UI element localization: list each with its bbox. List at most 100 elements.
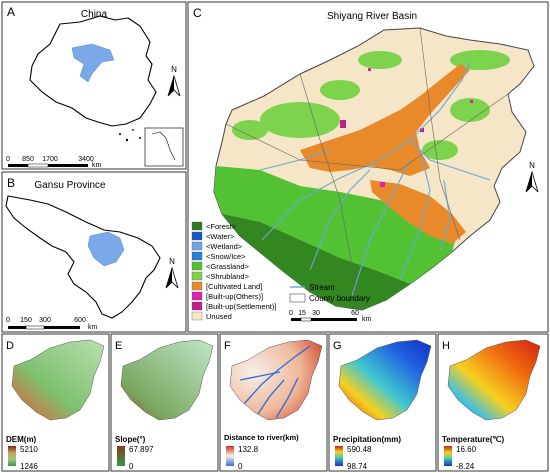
precipitation-map bbox=[338, 339, 432, 421]
svg-text:0: 0 bbox=[6, 156, 10, 163]
panel-f: F Distance to river(km) 132.8 0 bbox=[219, 333, 328, 472]
scalebar-a: 0 850 1700 3400 km bbox=[6, 156, 101, 169]
panel-a-letter: A bbox=[7, 5, 15, 19]
legend-label-1: <Water> bbox=[206, 232, 235, 241]
legend-label-0: <Forest> bbox=[206, 222, 237, 231]
panel-g-colorbar bbox=[335, 446, 343, 466]
legend-swatch-0 bbox=[191, 221, 203, 231]
legend-label-9: Unused bbox=[206, 312, 232, 321]
panel-d-letter: D bbox=[6, 340, 14, 352]
panel-c-letter: C bbox=[193, 6, 202, 20]
south-china-sea-inset bbox=[144, 127, 184, 167]
cultivated-land-south bbox=[370, 180, 466, 244]
panel-d-colorbar bbox=[8, 446, 16, 466]
legend-swatch-9 bbox=[191, 311, 203, 321]
panel-d-var-label: DEM(m) bbox=[6, 435, 37, 444]
panel-d-min: 1246 bbox=[20, 462, 38, 471]
panel-b-title: Gansu Province bbox=[34, 180, 106, 191]
shrubland-patches bbox=[232, 50, 510, 160]
legend-swatch-8 bbox=[191, 301, 203, 311]
legend-swatch-2 bbox=[191, 241, 203, 251]
panel-b-letter: B bbox=[7, 176, 15, 190]
legend-swatch-3 bbox=[191, 251, 203, 261]
island-dots bbox=[119, 129, 141, 142]
panel-c: C Shiyang River Basin bbox=[187, 1, 549, 333]
panel-h-var-label: Temperature(℃) bbox=[442, 435, 505, 444]
inset-coastline bbox=[151, 131, 176, 161]
panel-f-colorbar bbox=[226, 446, 234, 466]
dem-map bbox=[11, 339, 105, 421]
panel-f-max: 132.8 bbox=[238, 445, 259, 454]
panel-c-title: Shiyang River Basin bbox=[327, 11, 417, 22]
panel-h: H Temperature(℃) 16.60 -8.24 bbox=[437, 333, 549, 472]
panel-e: E Slope(°) 67.897 0 bbox=[110, 333, 219, 472]
north-label-b: N bbox=[169, 257, 175, 266]
north-label-a: N bbox=[171, 65, 177, 74]
legend-label-7: [Built-up(Others)] bbox=[206, 292, 263, 301]
panel-h-min: -8.24 bbox=[456, 462, 475, 471]
scalebar-c: 0 15 30 60 km bbox=[289, 310, 371, 323]
svg-text:1700: 1700 bbox=[42, 156, 58, 163]
panel-e-min: 0 bbox=[129, 462, 134, 471]
panel-h-max: 16.60 bbox=[456, 445, 477, 454]
distance-map bbox=[229, 339, 323, 421]
county-swatch bbox=[289, 293, 306, 303]
bottom-panels: D DEM(m) 5210 1246 E Slope(°) 67.897 0 F bbox=[1, 333, 549, 472]
panel-f-min: 0 bbox=[238, 462, 243, 471]
north-arrow-a: N bbox=[167, 65, 181, 97]
panel-g-max: 590.48 bbox=[347, 445, 372, 454]
panel-e-letter: E bbox=[115, 340, 122, 352]
legend-stream: Stream bbox=[290, 283, 335, 292]
svg-text:km: km bbox=[362, 316, 372, 323]
svg-text:850: 850 bbox=[22, 156, 34, 163]
panel-a-title: China bbox=[81, 9, 108, 20]
gansu-outline bbox=[5, 195, 161, 319]
legend-label-5: <Shrubland> bbox=[206, 272, 250, 281]
legend-label-3: <Snow/Ice> bbox=[206, 252, 246, 261]
stream-label: Stream bbox=[309, 283, 335, 292]
svg-text:km: km bbox=[88, 324, 98, 331]
legend: <Forest><Water><Wetland><Snow/Ice><Grass… bbox=[191, 221, 276, 321]
county-label: County boundary bbox=[309, 294, 370, 303]
svg-text:0: 0 bbox=[6, 317, 10, 324]
legend-label-6: [Cultivated Land] bbox=[206, 282, 262, 291]
svg-text:150: 150 bbox=[20, 317, 32, 324]
panel-g-letter: G bbox=[333, 340, 342, 352]
slope-map bbox=[120, 339, 214, 421]
north-arrow-b: N bbox=[165, 257, 179, 289]
panel-a: A China N 0 850 1700 3400 km bbox=[1, 1, 187, 170]
north-arrow-c: N bbox=[525, 161, 539, 193]
panel-b: B Gansu Province N 0 150 300 600 km bbox=[1, 171, 187, 333]
panel-e-var-label: Slope(°) bbox=[115, 435, 146, 444]
svg-text:30: 30 bbox=[312, 310, 320, 317]
legend-county: County boundary bbox=[289, 293, 370, 303]
built-up-spots bbox=[340, 68, 473, 187]
cultivated-land bbox=[300, 64, 470, 176]
scalebar-b: 0 150 300 600 km bbox=[6, 317, 97, 331]
county-boundaries bbox=[225, 27, 509, 311]
gansu-in-china bbox=[71, 43, 115, 83]
panel-f-var-label: Distance to river(km) bbox=[224, 433, 299, 442]
svg-text:15: 15 bbox=[298, 310, 306, 317]
distance-map-streams bbox=[239, 345, 311, 419]
grassland-zone bbox=[214, 166, 456, 310]
panel-d-max: 5210 bbox=[20, 445, 38, 454]
legend-swatch-1 bbox=[191, 231, 203, 241]
svg-text:3400: 3400 bbox=[78, 156, 94, 163]
legend-swatch-5 bbox=[191, 271, 203, 281]
panel-e-max: 67.897 bbox=[129, 445, 154, 454]
temperature-map bbox=[447, 339, 541, 421]
panel-e-colorbar bbox=[117, 446, 125, 466]
legend-swatch-4 bbox=[191, 261, 203, 271]
panel-f-letter: F bbox=[224, 340, 231, 352]
panel-h-letter: H bbox=[442, 340, 450, 352]
legend-label-2: <Wetland> bbox=[206, 242, 243, 251]
panel-g: G Precipitation(mm) 590.48 98.74 bbox=[328, 333, 437, 472]
panel-h-colorbar bbox=[444, 446, 452, 466]
legend-swatch-6 bbox=[191, 281, 203, 291]
legend-label-4: <Grassland> bbox=[206, 262, 250, 271]
panel-d: D DEM(m) 5210 1246 bbox=[1, 333, 110, 472]
panel-g-var-label: Precipitation(mm) bbox=[333, 435, 401, 444]
